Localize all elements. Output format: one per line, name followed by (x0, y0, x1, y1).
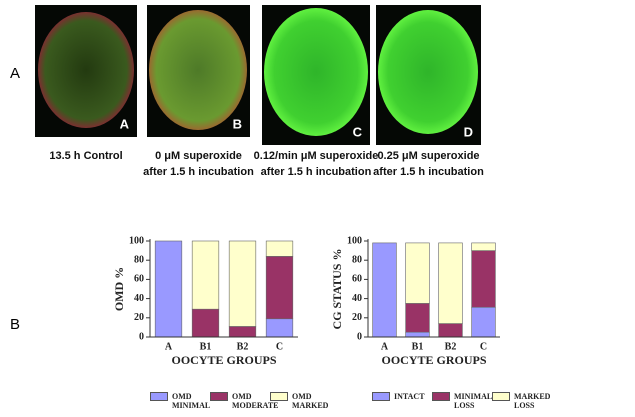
bar-segment (372, 242, 397, 338)
bar-segment (154, 240, 183, 338)
y-axis-title: OMD % (112, 267, 126, 311)
bar-segment (471, 306, 496, 338)
panel-letter: C (353, 124, 363, 139)
legend-swatch (270, 392, 288, 401)
panel-caption: 0 μM superoxide (155, 150, 242, 162)
bar-segment (191, 308, 220, 338)
panel-letter: B (233, 116, 242, 131)
x-axis-title: OOCYTE GROUPS (171, 353, 276, 367)
panel-caption: 0.12/min μM superoxide (254, 150, 379, 162)
panel-letter: D (464, 124, 473, 139)
bar-segment (265, 240, 294, 257)
x-tick-label: B2 (237, 341, 249, 352)
y-tick-label: 80 (352, 254, 362, 265)
x-tick-label: B1 (200, 341, 212, 352)
legend-label: MINIMAL LOSS (454, 392, 492, 410)
legend-swatch (492, 392, 510, 401)
y-tick-label: 20 (352, 312, 362, 323)
x-tick-label: B2 (445, 341, 457, 352)
legend-label: OMD MINIMAL (172, 392, 211, 410)
panel-caption: 13.5 h Control (49, 150, 122, 162)
bar-segment (438, 242, 463, 324)
micrograph (147, 5, 250, 137)
bar-segment (471, 250, 496, 308)
bar-segment (471, 242, 496, 251)
panel-caption: 0.25 μM superoxide (377, 150, 479, 162)
bar-segment (405, 331, 430, 338)
panel-caption: after 1.5 h incubation (143, 166, 254, 178)
legend-label: MARKED LOSS (514, 392, 551, 410)
panel-letter: A (120, 116, 130, 131)
legend-label: OMD MARKED (292, 392, 329, 410)
y-tick-label: 60 (352, 274, 362, 285)
bar-segment (191, 240, 220, 310)
panel-caption: after 1.5 h incubation (261, 166, 372, 178)
x-tick-label: B1 (412, 341, 424, 352)
y-tick-label: 60 (134, 274, 144, 285)
x-tick-label: A (381, 341, 389, 352)
row-label: B (10, 316, 20, 333)
y-tick-label: 80 (134, 254, 144, 265)
micrograph (376, 5, 481, 145)
y-tick-label: 100 (129, 235, 144, 246)
bar-segment (228, 326, 257, 338)
row-label: A (10, 65, 20, 82)
x-tick-label: A (165, 341, 173, 352)
y-tick-label: 0 (139, 331, 144, 342)
bar-segment (405, 242, 430, 304)
legend-swatch (372, 392, 390, 401)
x-tick-label: C (480, 341, 487, 352)
y-tick-label: 0 (357, 331, 362, 342)
legend-swatch (432, 392, 450, 401)
x-tick-label: C (276, 341, 283, 352)
bar-segment (228, 240, 257, 327)
y-tick-label: 20 (134, 312, 144, 323)
y-tick-label: 100 (347, 235, 362, 246)
legend-label: INTACT (394, 392, 425, 401)
y-tick-label: 40 (352, 293, 362, 304)
y-axis-title: CG STATUS % (330, 249, 344, 330)
micrograph (262, 5, 370, 145)
bar-segment (438, 323, 463, 338)
bar-segment (405, 303, 430, 333)
legend-swatch (150, 392, 168, 401)
legend-label: OMD MODERATE (232, 392, 279, 410)
panel-caption: after 1.5 h incubation (373, 166, 484, 178)
y-tick-label: 40 (134, 293, 144, 304)
legend-swatch (210, 392, 228, 401)
micrograph (35, 5, 137, 137)
bar-segment (265, 256, 294, 320)
bar-segment (265, 318, 294, 338)
x-axis-title: OOCYTE GROUPS (381, 353, 486, 367)
